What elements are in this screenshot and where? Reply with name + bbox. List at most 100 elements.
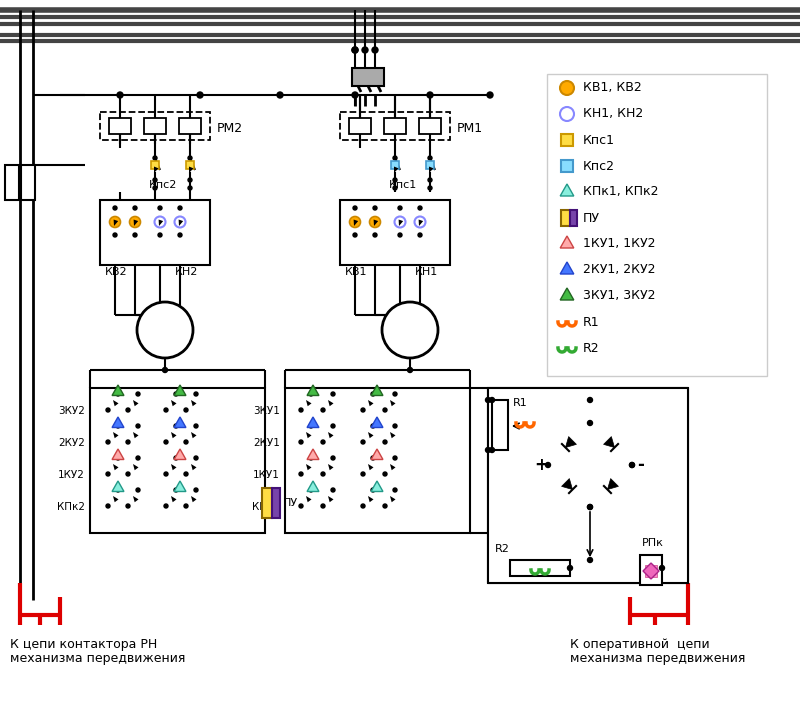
Polygon shape <box>154 166 158 173</box>
Bar <box>100 200 210 265</box>
Circle shape <box>174 456 178 460</box>
Circle shape <box>487 92 493 98</box>
Circle shape <box>383 472 387 476</box>
Circle shape <box>137 302 193 358</box>
Circle shape <box>309 488 313 492</box>
Bar <box>570 210 577 226</box>
Circle shape <box>383 504 387 508</box>
Circle shape <box>490 397 494 403</box>
Bar <box>186 161 194 169</box>
Bar <box>561 134 573 146</box>
Circle shape <box>106 504 110 508</box>
Circle shape <box>126 504 130 508</box>
Polygon shape <box>560 262 574 274</box>
Circle shape <box>630 462 634 467</box>
Polygon shape <box>112 449 124 459</box>
Polygon shape <box>368 432 374 438</box>
Circle shape <box>136 456 140 460</box>
Text: 2КУ1, 2КУ2: 2КУ1, 2КУ2 <box>583 263 655 277</box>
Circle shape <box>407 367 413 372</box>
Polygon shape <box>113 432 118 438</box>
Circle shape <box>398 206 402 210</box>
Bar <box>488 388 688 583</box>
Circle shape <box>393 178 397 182</box>
Circle shape <box>372 47 378 53</box>
Polygon shape <box>607 479 618 489</box>
Circle shape <box>174 392 178 396</box>
Polygon shape <box>307 385 319 396</box>
Polygon shape <box>368 464 374 470</box>
Circle shape <box>309 424 313 428</box>
Circle shape <box>490 447 494 452</box>
Circle shape <box>126 408 130 412</box>
Circle shape <box>309 456 313 460</box>
Circle shape <box>106 440 110 444</box>
Circle shape <box>164 472 168 476</box>
Circle shape <box>352 47 358 53</box>
Bar <box>340 200 450 265</box>
Polygon shape <box>134 219 138 226</box>
Polygon shape <box>306 400 311 406</box>
Circle shape <box>158 233 162 237</box>
Polygon shape <box>398 219 403 226</box>
Text: 1КУ1: 1КУ1 <box>253 470 280 480</box>
Circle shape <box>546 462 550 467</box>
Circle shape <box>393 488 397 492</box>
Circle shape <box>188 156 192 160</box>
Bar <box>151 161 159 169</box>
Polygon shape <box>191 496 197 502</box>
Circle shape <box>184 504 188 508</box>
Bar <box>109 118 131 134</box>
Text: R1: R1 <box>513 398 528 408</box>
Circle shape <box>133 233 137 237</box>
Circle shape <box>178 233 182 237</box>
Bar <box>5 165 19 200</box>
Polygon shape <box>191 400 197 406</box>
Polygon shape <box>371 417 383 428</box>
Polygon shape <box>189 166 194 173</box>
Circle shape <box>331 488 335 492</box>
Circle shape <box>393 392 397 396</box>
Circle shape <box>659 566 665 571</box>
Circle shape <box>116 424 120 428</box>
Circle shape <box>188 186 192 190</box>
Circle shape <box>350 217 361 227</box>
Bar <box>645 565 657 577</box>
Text: КПк2: КПк2 <box>57 502 85 512</box>
Circle shape <box>362 47 368 53</box>
Polygon shape <box>191 464 197 470</box>
Circle shape <box>184 472 188 476</box>
Text: РМ1: РМ1 <box>457 122 483 135</box>
Circle shape <box>106 472 110 476</box>
Circle shape <box>194 424 198 428</box>
Polygon shape <box>171 496 177 502</box>
Text: 1КУ2: 1КУ2 <box>58 470 85 480</box>
Polygon shape <box>354 219 358 226</box>
Polygon shape <box>307 449 319 459</box>
Polygon shape <box>306 464 311 470</box>
Circle shape <box>113 206 117 210</box>
Circle shape <box>164 504 168 508</box>
Polygon shape <box>394 166 398 173</box>
Circle shape <box>184 408 188 412</box>
Polygon shape <box>174 449 186 459</box>
Circle shape <box>110 217 121 227</box>
Polygon shape <box>307 481 319 491</box>
Polygon shape <box>133 400 138 406</box>
Circle shape <box>587 557 593 562</box>
Circle shape <box>587 505 593 510</box>
Polygon shape <box>429 166 434 173</box>
Polygon shape <box>390 464 395 470</box>
Polygon shape <box>113 464 118 470</box>
Bar <box>144 118 166 134</box>
Text: КН2: КН2 <box>175 267 198 277</box>
Bar <box>561 210 570 226</box>
Polygon shape <box>562 479 573 489</box>
Polygon shape <box>390 400 395 406</box>
Circle shape <box>126 440 130 444</box>
Text: Кпс1: Кпс1 <box>389 180 417 190</box>
Circle shape <box>393 186 397 190</box>
Circle shape <box>116 456 120 460</box>
Circle shape <box>299 440 303 444</box>
Circle shape <box>414 217 426 227</box>
